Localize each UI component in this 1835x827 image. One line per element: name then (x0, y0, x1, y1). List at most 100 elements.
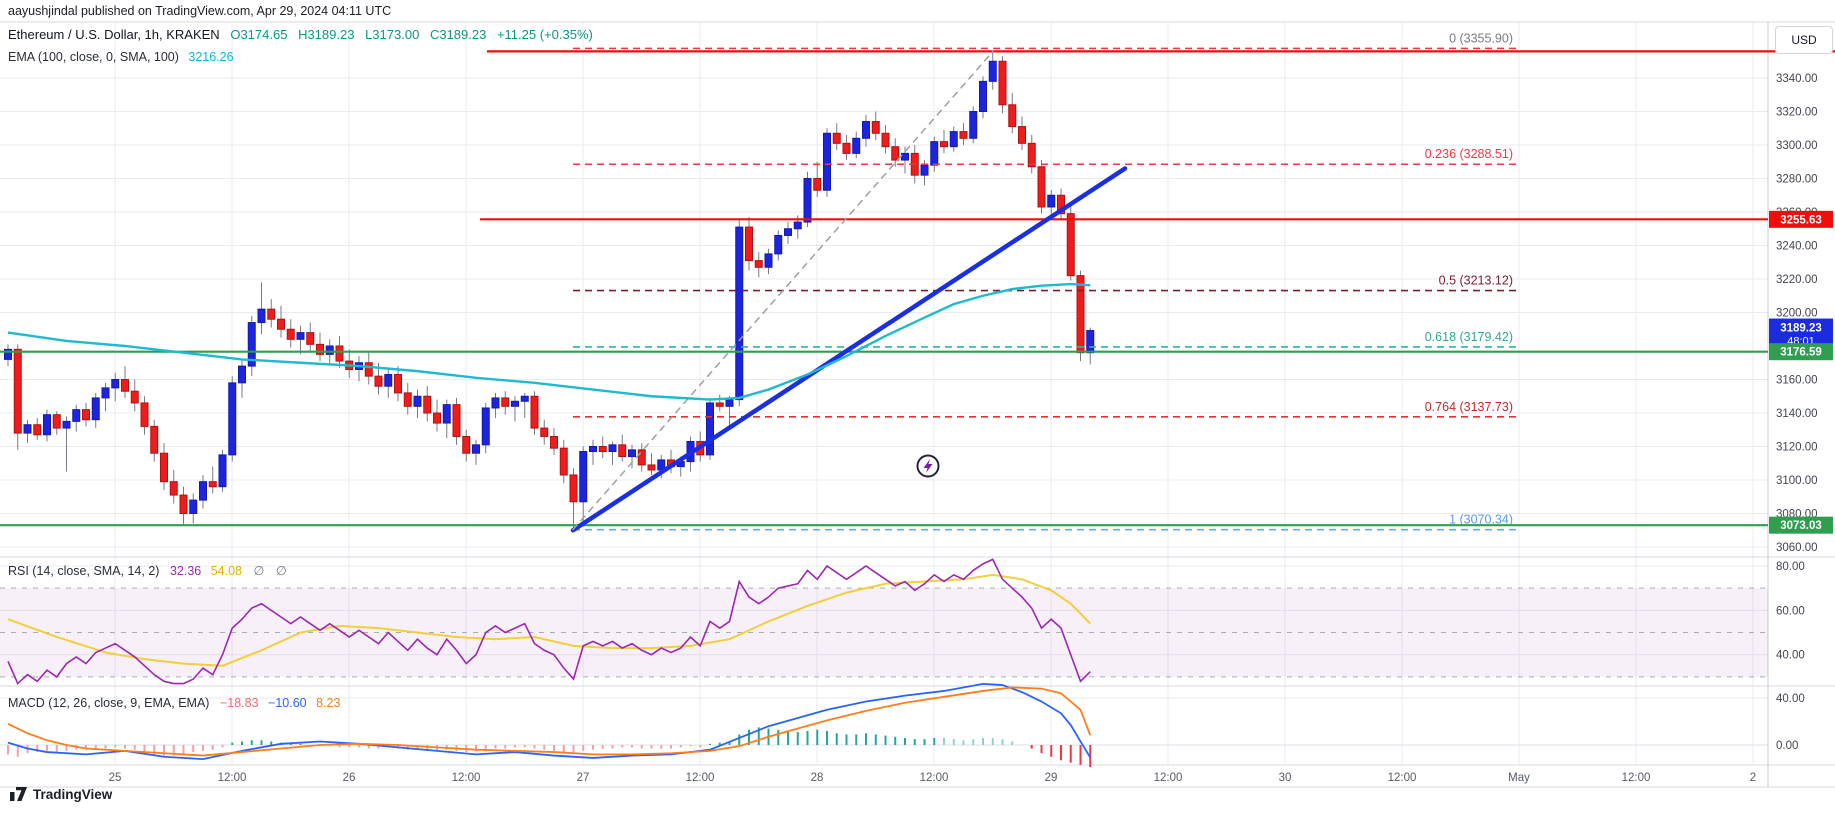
time-tick-label: 12:00 (1622, 772, 1651, 784)
candle-body (1008, 104, 1017, 128)
candle (891, 138, 900, 167)
tradingview-logo[interactable]: TradingView (10, 787, 112, 802)
candle-body (247, 322, 256, 367)
candle (715, 394, 724, 412)
candle-body (189, 499, 198, 515)
candle (296, 325, 305, 355)
time-tick-label: 29 (1045, 772, 1058, 784)
candle (1008, 93, 1017, 134)
price-badge-bg (1769, 210, 1833, 228)
candle-body (940, 141, 948, 148)
candle-body (569, 474, 578, 503)
candle-body (881, 132, 890, 148)
candle-body (784, 228, 792, 236)
candle-body (637, 449, 646, 466)
lightning-icon[interactable] (916, 454, 940, 478)
rsi-pane[interactable] (7, 558, 1091, 685)
macd-tick-label: 0.00 (1776, 740, 1798, 752)
candle (589, 439, 597, 465)
candle-body (998, 60, 1007, 106)
price-tick-label: 3100.00 (1776, 475, 1818, 487)
candle-body (706, 402, 714, 456)
candle (442, 399, 451, 439)
macd-tick-label: 40.00 (1776, 693, 1805, 705)
price-tick-label: 3140.00 (1776, 408, 1818, 420)
candle-body (745, 226, 753, 262)
candle (189, 493, 198, 524)
candle (988, 51, 997, 90)
candle (316, 332, 324, 362)
candle-body (842, 142, 851, 154)
rsi-ma-value: 54.08 (210, 564, 242, 578)
candle (82, 402, 90, 427)
candle (433, 399, 441, 432)
currency-unit-button[interactable]: USD (1775, 26, 1833, 54)
candle-body (82, 409, 90, 421)
macd-signal-value: 8.23 (316, 696, 341, 710)
rsi-tick-label: 40.00 (1776, 650, 1805, 662)
candle (959, 123, 968, 145)
symbol-title[interactable]: Ethereum / U.S. Dollar, 1h, KRAKEN (8, 27, 220, 42)
price-tick-label: 3120.00 (1776, 442, 1818, 454)
candle (160, 443, 168, 491)
candle-body (433, 412, 441, 424)
time-tick-label: 28 (811, 772, 824, 784)
macd-label[interactable]: MACD (12, 26, close, 9, EMA, EMA) (8, 696, 210, 710)
candle (998, 56, 1007, 114)
candle (598, 436, 607, 459)
candle-body (218, 454, 227, 488)
fib-level-label: 1 (3070.34) (1449, 513, 1513, 527)
candle-body (1027, 142, 1036, 168)
price-axis[interactable]: 3340.003320.003300.003280.003260.003240.… (1769, 73, 1833, 752)
candle-body (774, 234, 783, 255)
rsi-ma-line (7, 573, 1091, 667)
candle (511, 396, 519, 422)
candle-body (452, 404, 461, 437)
candle (101, 382, 110, 412)
price-badge-value: 3073.03 (1780, 520, 1822, 532)
candle (4, 344, 12, 367)
candle (501, 391, 510, 415)
candle (257, 282, 266, 335)
candle (745, 217, 753, 271)
candle (462, 429, 471, 462)
rsi-legend: RSI (14, close, SMA, 14, 2) 32.36 54.08 … (8, 563, 291, 578)
macd-pane[interactable] (7, 682, 1092, 768)
candle-body (481, 407, 490, 446)
candle (384, 369, 393, 398)
candle (1086, 327, 1095, 365)
rsi-label[interactable]: RSI (14, close, SMA, 14, 2) (8, 564, 160, 578)
ema-label[interactable]: EMA (100, close, 0, SMA, 100) (8, 50, 179, 64)
price-tick-label: 3340.00 (1776, 73, 1818, 85)
candle (306, 322, 315, 352)
price-pane[interactable]: 0 (3355.90) 0.236 (3288.51) 0.5 (3213.12) 0… (0, 31, 1835, 533)
candle (91, 392, 100, 429)
candle-body (111, 379, 120, 389)
candle-body (442, 404, 451, 424)
time-axis[interactable]: 25 12:00 26 12:00 27 12:00 28 12:00 29 12:00 30 12:… (109, 772, 1757, 784)
candle (267, 299, 276, 328)
candle-body (1066, 213, 1075, 277)
price-badge-bg (1769, 516, 1833, 534)
candle-body (62, 420, 71, 429)
fib-level-label: 0.5 (3213.12) (1439, 274, 1513, 288)
fib-level-label: 0.618 (3179.42) (1425, 330, 1513, 344)
price-badge-value: 3189.23 (1780, 323, 1822, 335)
candle (569, 468, 578, 530)
candle-body (52, 414, 61, 429)
candle (247, 315, 256, 377)
candle-body (43, 414, 51, 436)
candle (33, 418, 42, 440)
time-tick-label: 12:00 (686, 772, 715, 784)
candle-body (823, 132, 831, 191)
time-tick-label: 12:00 (1154, 772, 1183, 784)
candle-body (862, 121, 870, 139)
price-tick-label: 3160.00 (1776, 375, 1818, 387)
candle (277, 305, 285, 338)
ema-line (7, 282, 1091, 401)
fib-level-label: 0.236 (3288.51) (1425, 147, 1513, 161)
candle (774, 230, 783, 261)
candle (228, 376, 237, 462)
candle (647, 453, 656, 475)
